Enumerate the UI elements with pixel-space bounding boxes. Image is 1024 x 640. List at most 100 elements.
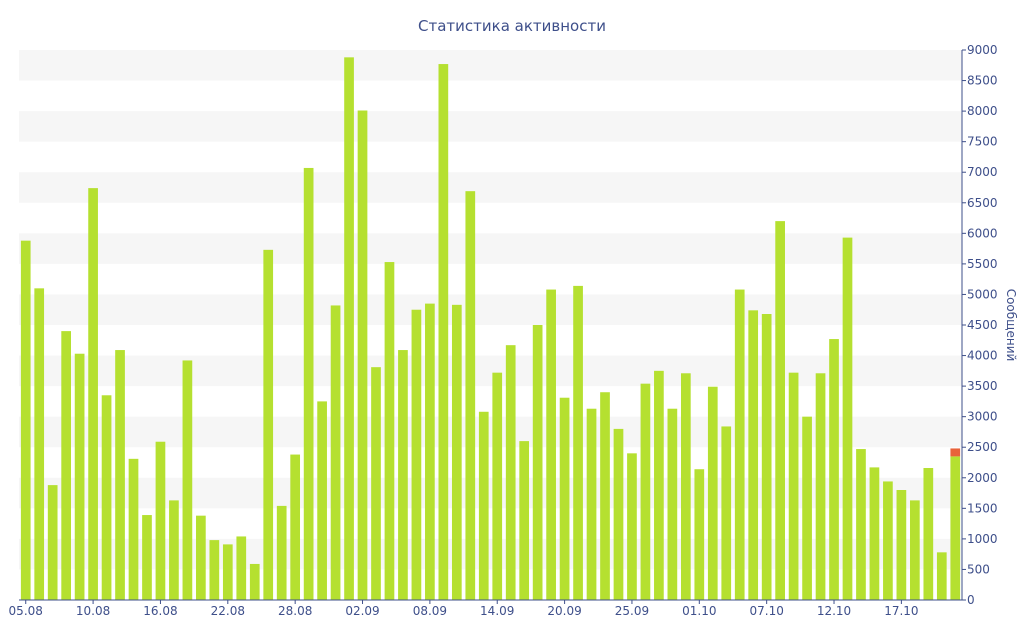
bar	[519, 441, 530, 600]
y-tick-label: 5500	[967, 257, 998, 271]
bar	[680, 373, 691, 600]
bar	[788, 372, 799, 600]
bar	[573, 285, 583, 600]
y-tick-label: 7000	[967, 165, 998, 179]
bar	[950, 456, 961, 600]
bar	[290, 454, 301, 600]
bar	[317, 401, 327, 600]
bar	[761, 314, 772, 600]
grid-band	[19, 111, 962, 142]
bar	[856, 449, 866, 600]
bar	[169, 500, 179, 600]
bar	[357, 110, 368, 600]
bar	[505, 345, 516, 600]
bar	[627, 453, 637, 600]
x-tick-label: 16.08	[143, 604, 177, 618]
bar	[721, 426, 732, 600]
x-tick-label: 22.08	[211, 604, 245, 618]
y-tick-label: 1000	[967, 532, 998, 546]
grid-band	[19, 233, 962, 264]
x-tick-label: 25.09	[615, 604, 649, 618]
y-tick-label: 1500	[967, 501, 998, 515]
chart-title: Статистика активности	[418, 17, 606, 35]
bar	[438, 64, 449, 601]
bar	[640, 383, 651, 600]
bar	[559, 397, 570, 600]
bar	[101, 395, 112, 600]
bar	[600, 392, 610, 600]
y-tick-label: 8000	[967, 104, 998, 118]
y-tick-label: 4500	[967, 318, 998, 332]
bar	[815, 373, 826, 600]
bar	[276, 505, 287, 600]
bar	[128, 458, 139, 600]
bar	[384, 262, 395, 600]
y-tick-label: 500	[967, 562, 990, 576]
bar	[775, 221, 785, 600]
y-tick-label: 4000	[967, 349, 998, 363]
bar	[74, 353, 85, 600]
bar	[236, 536, 247, 600]
bar	[34, 288, 45, 600]
bar	[465, 191, 476, 600]
grid-band	[19, 355, 962, 387]
bar	[398, 350, 408, 600]
bar	[20, 240, 31, 600]
bar	[371, 367, 381, 600]
y-tick-label: 5000	[967, 287, 998, 301]
bar	[303, 167, 314, 600]
bar	[694, 469, 705, 600]
bar	[61, 331, 71, 600]
x-tick-label: 05.08	[9, 604, 43, 618]
x-tick-label: 14.09	[480, 604, 514, 618]
bar	[155, 441, 166, 600]
bar	[734, 289, 745, 600]
bar	[88, 188, 98, 600]
bars-group	[20, 57, 961, 601]
bar	[546, 289, 556, 600]
bar	[667, 408, 678, 600]
bar	[344, 57, 354, 601]
bar	[586, 408, 597, 600]
y-tick-label: 7500	[967, 135, 998, 149]
grid-band	[19, 50, 962, 81]
grid-band	[19, 294, 962, 325]
bar	[425, 303, 435, 600]
y-tick-label: 0	[967, 593, 975, 607]
bar	[47, 485, 58, 600]
bar	[249, 563, 260, 600]
bar	[142, 515, 152, 600]
x-tick-label: 07.10	[749, 604, 783, 618]
y-tick-label: 2000	[967, 471, 998, 485]
bar	[923, 468, 934, 600]
y-tick-label: 9000	[967, 43, 998, 57]
bar	[478, 411, 489, 600]
y-tick-label: 3000	[967, 410, 998, 424]
y-ticks-group: 0 500 1000 1500 2000 2500 3000 3500 4000 4500 5000…	[962, 43, 998, 607]
x-tick-label: 17.10	[884, 604, 918, 618]
bar-highlight-segment	[950, 448, 961, 457]
bar	[411, 309, 422, 600]
bar	[330, 305, 341, 600]
y-tick-label: 6000	[967, 226, 998, 240]
bar	[492, 372, 503, 600]
x-tick-label: 28.08	[278, 604, 312, 618]
bar	[883, 481, 893, 600]
x-tick-label: 20.09	[547, 604, 581, 618]
bar	[263, 249, 274, 601]
bar	[748, 310, 759, 600]
x-tick-label: 02.09	[345, 604, 379, 618]
x-ticks-group: 05.08 10.08 16.08 22.08 28.08 02.09 08.09 14.09…	[9, 600, 919, 618]
bar	[896, 490, 907, 600]
x-tick-label: 08.09	[413, 604, 447, 618]
bar	[115, 350, 125, 600]
y-tick-label: 3500	[967, 379, 998, 393]
bar	[707, 386, 718, 600]
grid-band	[19, 172, 962, 203]
x-tick-label: 12.10	[817, 604, 851, 618]
bar	[936, 552, 947, 600]
bar	[869, 467, 880, 600]
bar	[910, 500, 920, 600]
